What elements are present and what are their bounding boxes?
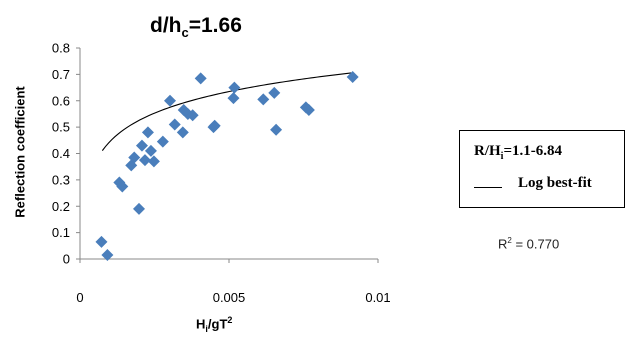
x-axis-label: Hi/gT2: [196, 315, 233, 334]
data-point: [156, 135, 169, 148]
y-tick-label: 0.2: [52, 199, 70, 214]
data-point: [163, 94, 176, 107]
y-tick-label: 0: [63, 252, 70, 267]
data-point: [168, 118, 181, 131]
chart-axes: [76, 47, 379, 263]
data-point: [176, 126, 189, 139]
legend-range-label: R/Hi=1.1-6.84: [474, 143, 562, 162]
data-point: [257, 93, 270, 106]
data-point: [208, 119, 221, 132]
data-point: [138, 154, 151, 167]
data-point: [141, 126, 154, 139]
y-tick-label: 0.7: [52, 67, 70, 82]
data-point: [133, 202, 146, 215]
chart-fit-line-group: [101, 72, 352, 151]
data-point: [101, 249, 114, 262]
y-tick-label: 0.4: [52, 146, 70, 161]
data-point: [268, 86, 281, 99]
data-point: [147, 155, 160, 168]
data-point: [128, 151, 141, 164]
y-axis-label: Reflection coefficient: [12, 86, 28, 218]
chart-tick-labels: 0 0.1 0.2 0.3 0.4 0.5 0.6 0.7 0.8 0 0.005 0.01: [52, 41, 391, 306]
chart-points: [95, 71, 359, 262]
r-squared-label: R2 = 0.770: [498, 236, 560, 252]
y-tick-label: 0.8: [52, 41, 70, 56]
data-point: [302, 103, 315, 116]
data-point: [270, 123, 283, 136]
data-point: [186, 109, 199, 122]
legend-line-swatch: [474, 187, 502, 188]
y-tick-label: 0.1: [52, 225, 70, 240]
x-tick-label: 0.01: [365, 290, 390, 305]
y-tick-label: 0.5: [52, 120, 70, 135]
data-point: [116, 180, 129, 193]
y-tick-label: 0.6: [52, 93, 70, 108]
data-point: [228, 81, 241, 94]
chart-title: d/hc=1.66: [150, 14, 242, 41]
data-point: [227, 92, 240, 105]
legend-fit-label: Log best-fit: [518, 175, 592, 191]
data-point: [144, 144, 157, 157]
x-tick-label: 0.005: [213, 290, 246, 305]
data-point: [135, 139, 148, 152]
data-point: [346, 71, 359, 84]
data-point: [95, 235, 108, 248]
log-fit-line: [101, 72, 352, 151]
x-tick-label: 0: [76, 290, 83, 305]
legend: R/Hi=1.1-6.84 Log best-fit: [459, 130, 625, 208]
data-point: [194, 72, 207, 85]
y-tick-label: 0.3: [52, 172, 70, 187]
